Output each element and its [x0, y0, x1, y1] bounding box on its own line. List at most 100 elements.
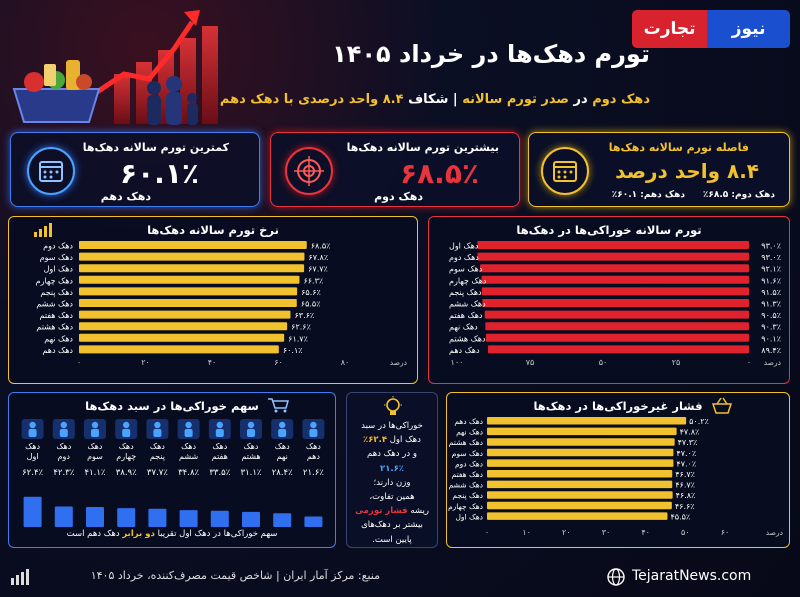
bar-category-label: دهک پنجم — [449, 288, 482, 297]
bar-value-label: ۹۳.۰٪ — [761, 253, 781, 262]
footer: منبع: مرکز آمار ایران | شاخص قیمت مصرف‌ک… — [0, 560, 800, 597]
tick-label: ۳۰ — [602, 528, 611, 537]
axis-unit-label: درصد — [766, 528, 783, 537]
brand-logo: تجارت نیوز — [632, 10, 790, 48]
column-value-label: ۳۴.۸٪ — [178, 468, 199, 478]
tick-label: ۲۰ — [562, 528, 571, 537]
basket-note-b: دو برابر — [122, 529, 155, 539]
column-category-label: اول — [27, 452, 39, 461]
globe-icon — [607, 568, 625, 586]
note-p3: ۶۲.۴٪ — [363, 435, 388, 446]
column-category-label: دوم — [58, 452, 71, 461]
person-icon-body — [184, 429, 193, 437]
person-icon-body — [215, 429, 224, 437]
subtitle-part-c: صدر تورم سالانه — [462, 92, 569, 107]
bar — [482, 299, 749, 307]
bar-value-label: ۹۰.۵٪ — [761, 311, 781, 320]
basket-icon — [711, 397, 733, 414]
bar-category-label: دهک ششم — [449, 300, 486, 309]
column-bar — [304, 516, 323, 527]
annual-inflation-panel: نرخ تورم سالانه دهک‌ها ۶۸.۵٪ دهک دوم ۶۷.۸٪… — [8, 216, 418, 384]
tick-label: ۲۵ — [672, 358, 681, 367]
website-link[interactable]: TejaratNews.com — [632, 568, 752, 584]
column-value-label: ۲۸.۴٪ — [272, 468, 293, 478]
column-bar — [117, 508, 136, 527]
bar-category-label: دهک سوم — [449, 265, 483, 274]
bar — [79, 275, 300, 284]
bar-value-label: ۴۶.۶٪ — [675, 502, 695, 511]
bar-value-label: ۹۱.۵٪ — [761, 288, 781, 297]
bar-value-label: ۹۰.۱٪ — [761, 334, 781, 343]
hero-illustration — [12, 10, 218, 125]
column-category-label: دهک — [56, 442, 71, 451]
lightbulb-icon — [384, 396, 402, 415]
bar-category-label: دهک پنجم — [40, 288, 73, 297]
source-text: منبع: مرکز آمار ایران | شاخص قیمت مصرف‌ک… — [90, 569, 380, 582]
person-icon — [60, 421, 67, 429]
kpi-gap-sub-2: دهک دهم: ۶۰.۱٪ — [611, 190, 685, 200]
bar-value-label: ۶۳.۶٪ — [294, 311, 314, 320]
person-icon-body — [153, 429, 162, 437]
bar-category-label: دهک اول — [449, 242, 479, 251]
bar-category-label: دهک دهم — [449, 346, 480, 355]
annual-inflation-title: نرخ تورم سالانه دهک‌ها — [147, 223, 279, 237]
tick-label: ۱۰ — [522, 528, 531, 537]
bar-value-label: ۴۷.۳٪ — [678, 438, 698, 447]
bar-chart-icon — [34, 223, 52, 237]
subtitle-part-e: ۸.۴ واحد — [348, 92, 404, 107]
kpi-gap-title: فاصله تورم سالانه دهک‌ها — [608, 141, 749, 154]
bar-value-label: ۴۷.۰٪ — [676, 459, 696, 468]
bar — [79, 252, 305, 261]
column-bar — [179, 510, 198, 527]
column-category-label: ششم — [179, 452, 198, 461]
bar — [487, 512, 668, 520]
bar — [477, 241, 749, 249]
bar — [79, 322, 288, 331]
note-p9: فشار تورمی — [355, 506, 408, 517]
bar — [480, 264, 749, 273]
subtitle-part-a: دهک دوم — [592, 92, 650, 107]
tick-label: ۰ — [77, 358, 81, 367]
basket-note-c: دهک دهم است — [66, 529, 120, 539]
axis-unit-label: درصد — [390, 358, 407, 367]
tick-label: ۵۰ — [681, 528, 690, 537]
note-p8: ریشه — [410, 506, 429, 517]
bar — [487, 427, 677, 436]
food-share-title: سهم خوراکی‌ها در سبد دهک‌ها — [85, 399, 259, 413]
bar-value-label: ۶۱.۷٪ — [288, 334, 308, 343]
kpi-max-card: بیشترین تورم سالانه دهک‌ها ۶۸.۵٪ دهک دوم — [270, 132, 520, 207]
column-category-label: چهارم — [116, 452, 136, 461]
annual-inflation-chart: ۶۸.۵٪ دهک دوم ۶۷.۸٪ دهک سوم ۶۷.۷٪ دهک اول ۶۶.۳… — [36, 241, 407, 367]
column-bar — [54, 506, 73, 527]
bar-category-label: دهک ششم — [36, 300, 73, 309]
bar-value-label: ۴۵.۵٪ — [670, 512, 690, 521]
bar-category-label: دهک اول — [455, 512, 483, 521]
bar-category-label: دهک دوم — [455, 459, 483, 468]
bar-category-label: دهک نهم — [44, 334, 73, 343]
column-category-label: دهک — [150, 442, 165, 451]
column-category-label: دهک — [181, 442, 196, 451]
person-icon-body — [309, 429, 318, 437]
cart-icon — [268, 398, 289, 413]
tick-label: ۵۰ — [599, 358, 608, 367]
column-value-label: ۴۲.۳٪ — [53, 468, 74, 478]
column-bar — [23, 496, 42, 527]
column-bar — [273, 513, 292, 527]
bar-value-label: ۴۶.۷٪ — [675, 470, 695, 479]
column-category-label: دهم — [307, 452, 321, 461]
basket-note-a: سهم خوراکی‌ها در دهک اول تقریبا — [157, 529, 278, 539]
column-bar — [86, 507, 104, 527]
column-category-label: دهک — [119, 442, 134, 451]
note-p1: خوراکی‌ها در سبد — [361, 421, 423, 431]
bar-value-label: ۶۰.۱٪ — [283, 346, 303, 355]
person-icon — [247, 421, 255, 429]
bar-category-label: دهک دهم — [454, 417, 483, 426]
bar-value-label: ۶۸.۵٪ — [311, 242, 331, 251]
column-bar — [210, 510, 229, 527]
bar — [487, 448, 674, 457]
column-category-label: هشتم — [241, 452, 260, 461]
nonfood-pressure-chart: ۵۰.۲٪ دهک دهم ۴۷.۸٪ دهک نهم ۴۷.۳٪ دهک هشتم ۴۷.… — [448, 417, 783, 537]
basket-note: سهم خوراکی‌ها در دهک اول تقریبا دو برابر… — [19, 529, 325, 539]
target-icon — [285, 147, 333, 195]
column-bar — [242, 511, 260, 527]
